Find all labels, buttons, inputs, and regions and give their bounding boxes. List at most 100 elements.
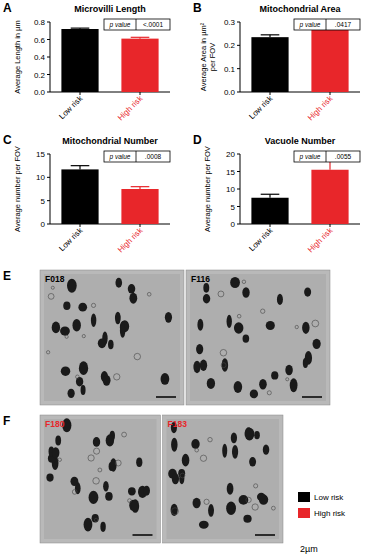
organelle <box>105 492 112 501</box>
legend-swatch <box>298 508 310 518</box>
organelle <box>250 389 258 398</box>
granule <box>286 378 289 381</box>
y-tick-label: 15 <box>226 168 235 177</box>
organelle <box>232 445 238 459</box>
organelle <box>208 504 214 517</box>
x-tick-label: Low risk <box>57 225 85 253</box>
x-tick <box>270 224 271 227</box>
organelle <box>84 518 93 532</box>
organelle <box>131 499 139 512</box>
cell <box>44 274 180 401</box>
organelle <box>193 498 201 508</box>
granule <box>147 292 151 296</box>
granule <box>58 458 61 461</box>
y-tick-label: 0.2 <box>34 71 46 80</box>
organelle <box>60 327 70 336</box>
organelle <box>103 375 111 386</box>
image-label: F116 <box>191 274 210 284</box>
granule <box>218 291 224 297</box>
organelle <box>290 378 298 392</box>
y-tick-label: 0.0 <box>224 88 236 97</box>
granule <box>128 499 132 503</box>
bar <box>61 169 98 224</box>
y-tick-label: 0.0 <box>34 88 46 97</box>
organelle <box>81 385 86 395</box>
organelle <box>243 335 250 343</box>
image-label: F018 <box>45 274 65 284</box>
organelle <box>171 438 177 452</box>
panel-letter: C <box>3 133 12 147</box>
organelle <box>193 361 200 373</box>
x-tick-label: Low risk <box>57 93 85 121</box>
title: Microvilli Length <box>74 4 146 14</box>
y-tick-label: 0.6 <box>34 36 46 45</box>
cell <box>44 419 157 539</box>
organelle <box>196 344 203 354</box>
granule <box>93 478 100 485</box>
x-tick <box>140 92 141 95</box>
y-tick <box>47 74 50 75</box>
y-label: Average number per FOV <box>203 146 212 232</box>
y-tick <box>237 45 240 46</box>
y-tick-label: 0.8 <box>34 18 46 27</box>
organelle <box>263 445 270 455</box>
organelle <box>245 428 255 441</box>
y-tick <box>237 68 240 69</box>
organelle <box>98 338 106 348</box>
organelle <box>312 339 320 349</box>
micrograph <box>40 270 184 405</box>
granule <box>82 334 85 337</box>
organelle <box>63 301 70 310</box>
granule <box>122 432 127 437</box>
granule <box>88 455 94 461</box>
x-tick <box>330 92 331 95</box>
organelle <box>55 436 61 446</box>
x-tick-label: High risk <box>116 93 145 122</box>
organelle <box>234 381 243 393</box>
granule <box>242 280 246 284</box>
organelle <box>249 457 256 466</box>
organelle <box>115 312 121 325</box>
panel-letter: D <box>193 133 202 147</box>
granule <box>204 499 209 504</box>
granule <box>91 303 95 307</box>
granule <box>98 468 102 472</box>
x-tick <box>330 224 331 227</box>
organelle <box>227 483 234 495</box>
y-tick <box>47 200 50 201</box>
granule <box>76 375 80 379</box>
organelle <box>171 504 178 516</box>
p-box <box>104 151 170 162</box>
organelle <box>182 454 190 467</box>
granule <box>220 349 227 356</box>
organelle <box>79 361 88 375</box>
p-value: .0008 <box>145 153 162 160</box>
organelle <box>222 358 229 371</box>
organelle <box>207 378 215 389</box>
organelle <box>227 315 232 328</box>
y-axis <box>240 22 241 92</box>
y-tick <box>237 22 240 23</box>
x-tick <box>270 92 271 95</box>
organelle <box>197 319 203 331</box>
granule <box>115 460 121 466</box>
error-bar <box>261 194 280 198</box>
organelle <box>191 439 199 449</box>
organelle <box>266 321 275 330</box>
organelle <box>67 279 77 293</box>
granule <box>295 325 298 328</box>
legend-swatch <box>298 492 310 502</box>
micrograph <box>186 270 330 405</box>
organelle <box>78 303 87 312</box>
panel-letter: F <box>3 414 10 428</box>
p-box-divider <box>136 19 137 30</box>
organelle <box>128 284 135 293</box>
figure: AMicrovilli LengthAverage Length in µm0.… <box>0 0 375 555</box>
marks <box>251 27 348 92</box>
bar <box>311 170 348 224</box>
organelle <box>203 294 210 304</box>
p-box-divider <box>136 151 137 162</box>
x-tick <box>140 224 141 227</box>
p-label: p value <box>109 153 131 161</box>
granule <box>94 448 100 454</box>
